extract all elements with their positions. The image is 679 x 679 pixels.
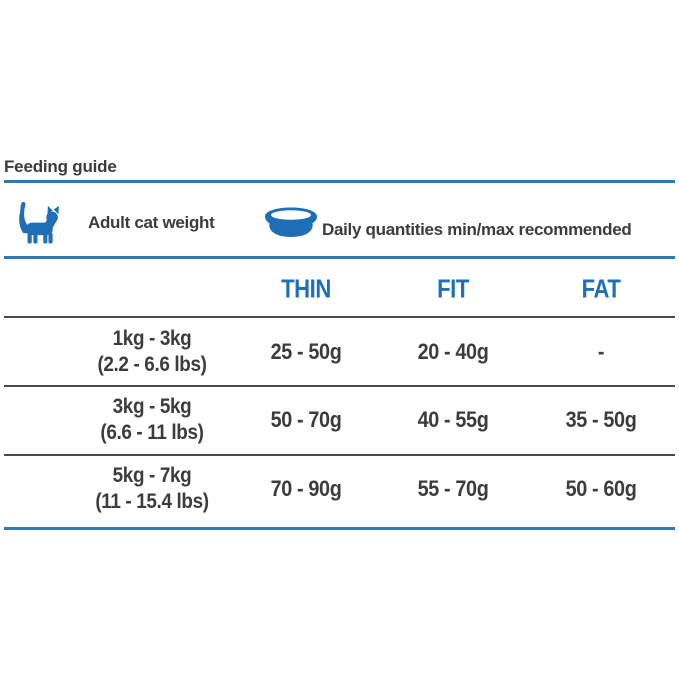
adult-cat-weight-label: Adult cat weight: [88, 213, 215, 232]
cat-icon: [19, 201, 59, 244]
weight-range-cell: 5kg - 7kg (11 - 15.4 lbs): [95, 463, 209, 515]
quantity-cell-fit: 55 - 70g: [417, 476, 489, 501]
quantity-cell-thin: 25 - 50g: [270, 339, 342, 364]
weight-lbs-label: (11 - 15.4 lbs): [95, 490, 209, 513]
row-divider: [4, 454, 675, 456]
quantity-cell-fat: -: [597, 339, 605, 364]
column-header-fit: FIT: [437, 273, 469, 304]
food-bowl-icon: [265, 207, 317, 237]
section-title: Feeding guide: [4, 157, 117, 176]
title-underline: [4, 180, 675, 183]
daily-quantities-label: Daily quantities min/max recommended: [322, 220, 632, 239]
quantity-cell-thin: 50 - 70g: [270, 407, 342, 432]
quantity-cell-fat: 50 - 60g: [565, 476, 637, 501]
weight-lbs-label: (2.2 - 6.6 lbs): [97, 353, 207, 376]
quantity-cell-thin: 70 - 90g: [270, 476, 342, 501]
header-divider: [4, 256, 675, 259]
quantity-cell-fat: 35 - 50g: [565, 407, 637, 432]
weight-kg-label: 1kg - 3kg: [112, 327, 192, 350]
column-header-thin: THIN: [281, 273, 331, 304]
weight-range-cell: 1kg - 3kg (2.2 - 6.6 lbs): [97, 326, 206, 378]
quantity-cell-fit: 40 - 55g: [417, 407, 489, 432]
weight-kg-label: 3kg - 5kg: [112, 395, 192, 418]
column-header-fat: FAT: [581, 273, 621, 304]
weight-lbs-label: (6.6 - 11 lbs): [100, 421, 204, 444]
quantity-cell-fit: 20 - 40g: [417, 339, 489, 364]
weight-range-cell: 3kg - 5kg (6.6 - 11 lbs): [100, 394, 204, 446]
row-divider: [4, 385, 675, 387]
row-divider: [4, 316, 675, 318]
table-bottom-border: [4, 527, 675, 530]
weight-kg-label: 5kg - 7kg: [112, 464, 192, 487]
